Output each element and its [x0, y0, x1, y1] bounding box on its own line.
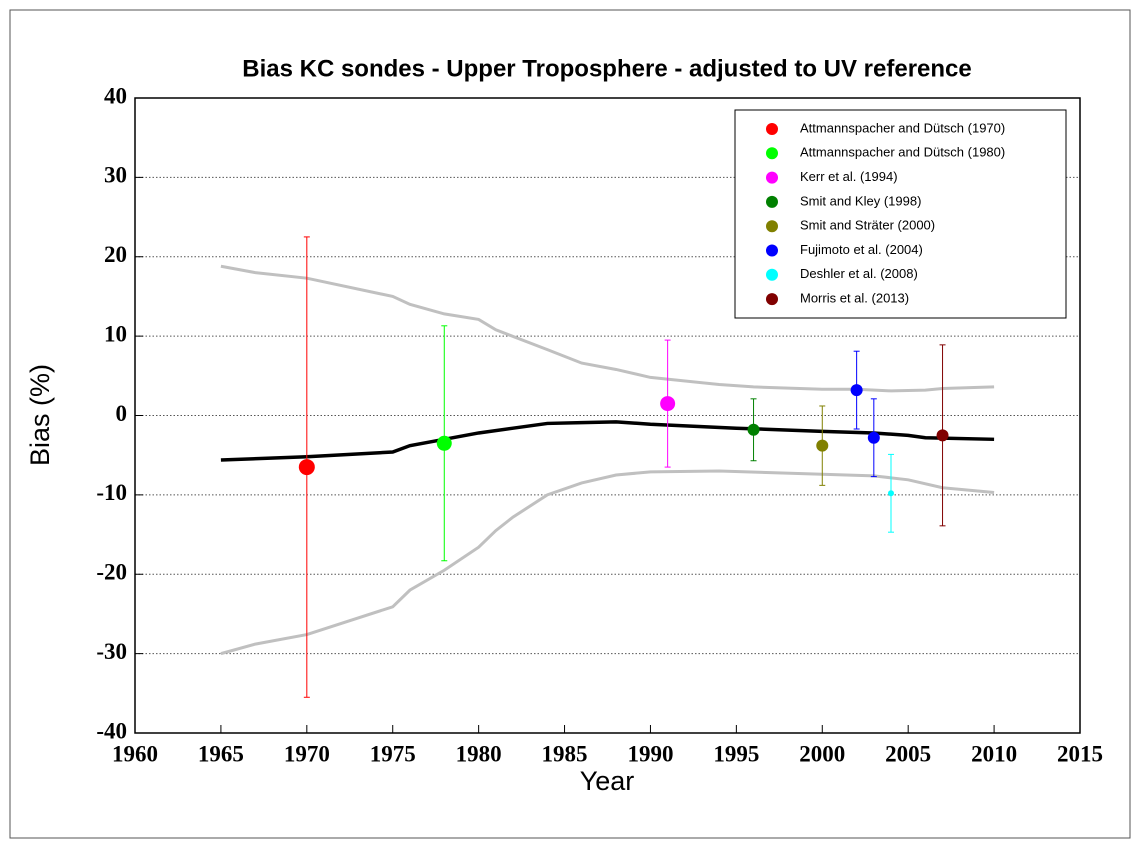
legend-marker: [766, 147, 778, 160]
legend-marker: [766, 171, 778, 184]
point: [867, 431, 880, 444]
y-axis-label: Bias (%): [25, 364, 55, 466]
y-tick-label: 40: [104, 83, 127, 108]
x-tick-label: 1995: [713, 741, 759, 766]
legend-marker: [766, 195, 778, 208]
point: [936, 429, 949, 442]
legend-label: Smit and Sträter (2000): [800, 218, 935, 233]
legend-marker: [766, 268, 778, 281]
legend-label: Fujimoto et al. (2004): [800, 242, 923, 257]
point: [660, 396, 676, 412]
legend-marker: [766, 123, 778, 135]
x-tick-label: 2015: [1057, 741, 1103, 766]
line: [220, 420, 995, 462]
legend-marker: [766, 220, 778, 233]
legend-marker: [766, 293, 778, 306]
legend-label: Deshler et al. (2008): [800, 266, 918, 281]
x-tick-label: 2010: [971, 741, 1017, 766]
x-tick-label: 1970: [284, 741, 330, 766]
chart-title: Bias KC sondes - Upper Troposphere - adj…: [242, 55, 972, 82]
legend-label: Morris et al. (2013): [800, 291, 909, 306]
line: [220, 264, 995, 393]
point: [816, 439, 829, 452]
legend-label: Attmannspacher and Dütsch (1970): [800, 120, 1005, 135]
legend-label: Attmannspacher and Dütsch (1980): [800, 145, 1005, 160]
legend-label: Kerr et al. (1994): [800, 169, 898, 184]
x-tick-label: 1990: [627, 741, 673, 766]
y-tick-label: -40: [96, 718, 127, 743]
y-tick-label: 30: [104, 163, 127, 188]
x-tick-label: 2000: [799, 741, 845, 766]
y-tick-label: 10: [104, 321, 127, 346]
x-tick-label: 2005: [885, 741, 931, 766]
y-tick-label: -20: [96, 560, 127, 585]
legend-label: Smit and Kley (1998): [800, 193, 921, 208]
x-axis-label: Year: [580, 766, 635, 796]
point: [298, 459, 315, 476]
legend-marker: [766, 244, 778, 257]
point: [888, 490, 894, 497]
x-tick-label: 1975: [370, 741, 416, 766]
x-tick-label: 1965: [198, 741, 244, 766]
y-tick-label: 20: [104, 242, 127, 267]
y-tick-label: -10: [96, 480, 127, 505]
legend-box: [734, 109, 1067, 319]
x-tick-label: 1960: [112, 741, 158, 766]
point: [436, 435, 452, 451]
point: [850, 384, 863, 397]
plot-area: [134, 97, 1081, 734]
point: [747, 423, 760, 436]
line: [220, 469, 995, 656]
x-tick-label: 1980: [456, 741, 502, 766]
frame: [9, 9, 1131, 839]
x-tick-label: 1985: [542, 741, 588, 766]
y-tick-label: 0: [116, 401, 128, 426]
y-tick-label: -30: [96, 639, 127, 664]
